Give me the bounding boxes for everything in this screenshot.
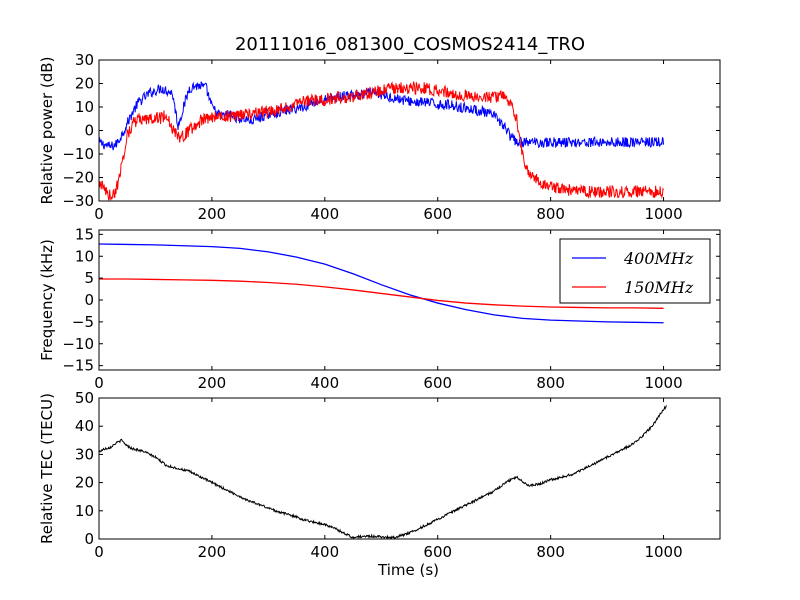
y-tick-label: −5 xyxy=(72,313,94,331)
legend-label: 150MHz xyxy=(624,278,694,297)
x-tick-label: 800 xyxy=(536,543,565,561)
x-tick-label: 800 xyxy=(536,374,565,392)
y-tick-label: 0 xyxy=(84,122,94,140)
x-tick-label: 0 xyxy=(94,205,104,223)
legend: 400MHz 150MHz xyxy=(559,238,711,304)
y-tick-label: −10 xyxy=(62,335,94,353)
x-tick-label: 200 xyxy=(198,543,227,561)
legend-label: 400MHz xyxy=(623,249,694,268)
series-line-2 xyxy=(99,80,664,201)
y-tick-label: 0 xyxy=(84,530,94,548)
x-tick-label: 0 xyxy=(94,374,104,392)
panel-2: 0 200 400 600 800 1000 −15 −10 −5 0 5 10 15 Frequency… xyxy=(38,225,721,392)
panel-3: 0 200 400 600 800 1000 0 10 20 30 40 50 Relative TEC… xyxy=(38,389,721,579)
chart-title: 20111016_081300_COSMOS2414_TRO xyxy=(235,34,585,55)
panel-1: 0 200 400 600 800 1000 −30 −20 −10 0 10 20 30 Relativ… xyxy=(38,51,721,223)
x-tick-label: 600 xyxy=(423,205,452,223)
y-axis-label: Relative power (dB) xyxy=(38,57,56,205)
y-tick-label: 20 xyxy=(75,474,94,492)
y-tick-label: 40 xyxy=(75,417,94,435)
y-tick-label: 0 xyxy=(84,291,94,309)
y-tick-label: 10 xyxy=(75,502,94,520)
series-line-1 xyxy=(99,405,667,539)
y-tick-label: 5 xyxy=(84,269,94,287)
y-tick-label: 50 xyxy=(75,389,94,407)
x-tick-label: 400 xyxy=(310,543,339,561)
x-tick-label: 1000 xyxy=(644,205,682,223)
y-axis-label: Frequency (kHz) xyxy=(38,239,56,361)
x-tick-label: 1000 xyxy=(644,374,682,392)
y-tick-label: 30 xyxy=(75,445,94,463)
y-tick-label: −15 xyxy=(62,357,94,375)
panels: 0 200 400 600 800 1000−30−20−100102030Relativ… xyxy=(38,51,721,579)
legend-box xyxy=(559,238,711,304)
y-tick-label: 30 xyxy=(75,51,94,69)
y-tick-label: 10 xyxy=(75,98,94,116)
x-tick-label: 400 xyxy=(310,205,339,223)
y-axis-label: Relative TEC (TECU) xyxy=(38,393,56,544)
x-tick-label: 800 xyxy=(536,205,565,223)
x-tick-label: 0 xyxy=(94,543,104,561)
y-tick-label: −20 xyxy=(62,169,94,187)
plot-frame xyxy=(98,397,721,540)
series-line-400mhz xyxy=(99,243,664,324)
y-tick-label: 20 xyxy=(75,75,94,93)
x-tick-label: 200 xyxy=(198,205,227,223)
x-tick-label: 200 xyxy=(198,374,227,392)
x-tick-label: 600 xyxy=(423,543,452,561)
x-tick-label: 1000 xyxy=(644,543,682,561)
x-tick-label: 600 xyxy=(423,374,452,392)
y-tick-label: −10 xyxy=(62,145,94,163)
y-tick-label: 15 xyxy=(75,225,94,243)
x-tick-label: 400 xyxy=(310,374,339,392)
series-line-1 xyxy=(99,80,665,151)
series-line-150mhz xyxy=(99,278,664,309)
y-tick-label: −30 xyxy=(62,192,94,210)
y-tick-label: 10 xyxy=(75,247,94,265)
x-axis-label: Time (s) xyxy=(377,561,439,579)
